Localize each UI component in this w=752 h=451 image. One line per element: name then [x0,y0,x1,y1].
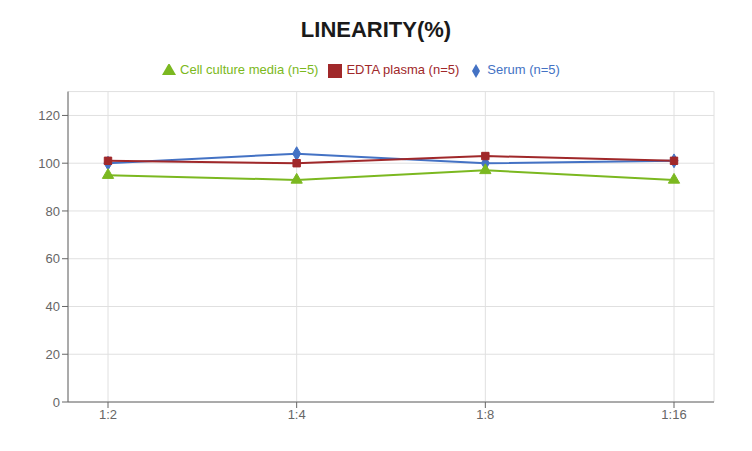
svg-text:1:8: 1:8 [476,407,494,422]
svg-text:80: 80 [46,204,60,219]
svg-text:120: 120 [38,108,60,123]
html-text:EDTA plasma (n=5): EDTA plasma (n=5) [346,62,460,77]
svg-text:100: 100 [38,156,60,171]
svg-text:1:4: 1:4 [288,407,306,422]
svg-text:0: 0 [53,395,60,410]
svg-text:1:2: 1:2 [99,407,117,422]
svg-text:40: 40 [46,299,60,314]
svg-text:60: 60 [46,251,60,266]
html-text:LINEARITY(%): LINEARITY(%) [300,17,452,42]
svg-text:1:16: 1:16 [661,407,686,422]
html-text:Cell culture media (n=5): Cell culture media (n=5) [180,62,319,77]
html-text:Serum (n=5): Serum (n=5) [487,62,560,77]
svg-text:20: 20 [46,347,60,362]
